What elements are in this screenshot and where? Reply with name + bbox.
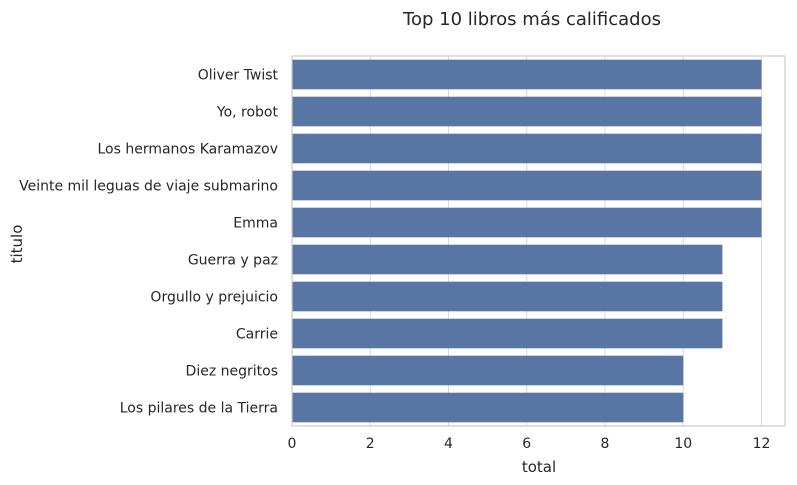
x-tick-label: 2 [366,436,375,452]
x-tick-label: 6 [522,436,531,452]
y-tick-label: Yo, robot [216,105,279,121]
x-tick-label: 8 [601,436,610,452]
bar [292,355,684,386]
y-tick-label: Los pilares de la Tierra [120,401,278,417]
bars [292,59,762,423]
y-tick-label: Guerra y paz [188,253,278,269]
y-axis-label: titulo [8,225,26,264]
x-tick-labels: 0 2 4 6 8 10 12 [288,436,771,452]
y-tick-label: Emma [233,216,278,232]
x-tick-label: 4 [444,436,453,452]
bar [292,96,762,127]
bar [292,59,762,90]
bar [292,392,684,423]
bar [292,133,762,164]
y-tick-label: Diez negritos [186,364,278,380]
bar [292,318,723,349]
plot-frame [291,55,786,427]
bar [292,170,762,201]
y-tick-label: Orgullo y prejuicio [150,290,278,306]
x-tick-label: 0 [288,436,297,452]
y-tick-label: Oliver Twist [198,68,279,84]
bar [292,244,723,275]
bar [292,207,762,238]
x-axis-label: total [522,458,556,476]
y-tick-label: Veinte mil leguas de viaje submarino [19,179,278,195]
bar [292,281,723,312]
y-tick-label: Carrie [236,327,278,343]
x-tick-label: 12 [753,436,771,452]
y-tick-labels: Oliver Twist Yo, robot Los hermanos Karama… [19,68,278,417]
y-tick-label: Los hermanos Karamazov [97,142,278,158]
x-tick-label: 10 [674,436,692,452]
chart-title: Top 10 libros más calificados [402,9,661,30]
